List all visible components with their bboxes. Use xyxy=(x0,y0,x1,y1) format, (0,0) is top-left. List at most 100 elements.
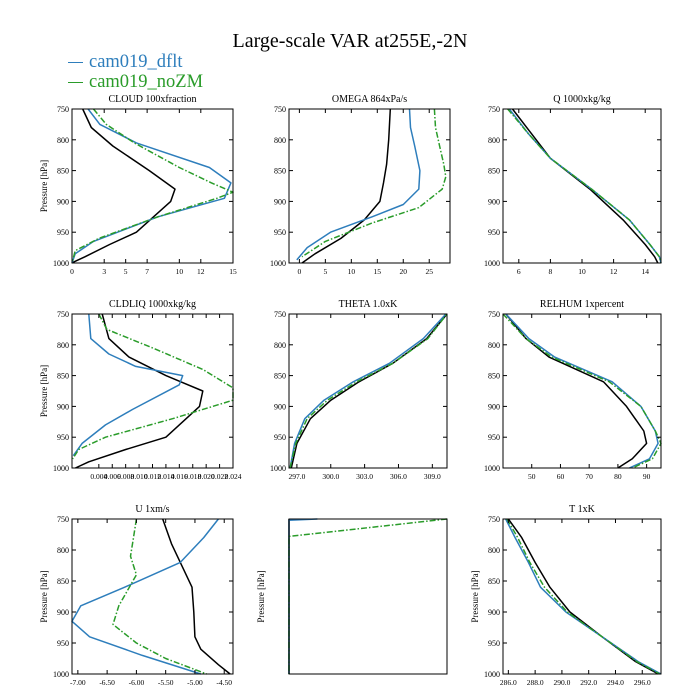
chart-7-ytick-label: 850 xyxy=(57,577,69,586)
chart-7-ytick-label: 950 xyxy=(57,639,69,648)
chart-6-title: RELHUM 1xpercent xyxy=(540,299,624,310)
chart-5-ytick-label: 750 xyxy=(274,310,286,319)
chart-4-ytick-label: 1000 xyxy=(53,464,69,473)
chart-2-xtick-label: 5 xyxy=(323,267,327,276)
chart-7-line-nozm xyxy=(112,518,207,675)
chart-9-line-nozm xyxy=(506,518,661,675)
chart-2-ytick-label: 850 xyxy=(274,167,286,176)
chart-7-xtick-label: -6.00 xyxy=(129,678,145,687)
chart-4-frame xyxy=(71,313,234,469)
chart-6-xtick-label: 90 xyxy=(643,472,651,481)
chart-2-ytick-label: 750 xyxy=(274,105,286,114)
chart-1-line-ref xyxy=(71,108,176,264)
chart-7-line-dflt xyxy=(71,518,219,675)
chart-9-ytick-label: 750 xyxy=(488,515,500,524)
chart-7-xtick-label: -7.00 xyxy=(70,678,86,687)
chart-1-ytick-label: 850 xyxy=(57,167,69,176)
chart-5-xtick-label: 303.0 xyxy=(356,472,373,481)
chart-4-xtick-label: 0.008 xyxy=(117,472,134,481)
chart-2-xtick-label: 0 xyxy=(298,267,302,276)
chart-5-line-ref xyxy=(290,313,448,469)
chart-6-xtick-label: 50 xyxy=(528,472,536,481)
chart-5-ytick-label: 1000 xyxy=(270,464,286,473)
chart-7-ytick-label: 800 xyxy=(57,546,69,555)
chart-7-xtick-label: -5.00 xyxy=(187,678,203,687)
chart-4-ytick-label: 850 xyxy=(57,372,69,381)
chart-5-xtick-label: 306.0 xyxy=(390,472,407,481)
chart-2-frame xyxy=(288,108,451,264)
chart-2-line-ref xyxy=(301,108,392,264)
chart-2-ytick-label: 800 xyxy=(274,136,286,145)
chart-6-ytick-label: 800 xyxy=(488,341,500,350)
chart-9-xtick-label: 296.0 xyxy=(634,678,651,687)
chart-5-ytick-label: 850 xyxy=(274,372,286,381)
legend-label-nozm: cam019_noZM xyxy=(89,72,204,92)
chart-4-xtick-label: 0.016 xyxy=(171,472,188,481)
legend-label-dflt: cam019_dflt xyxy=(89,52,183,72)
chart-9-line-dflt xyxy=(505,518,662,675)
chart-1-title: CLOUD 100xfraction xyxy=(108,94,196,105)
chart-6-xtick-label: 60 xyxy=(557,472,565,481)
chart-9-ylabel: Pressure [hPa] xyxy=(470,570,480,622)
chart-9-xtick-label: 294.0 xyxy=(607,678,624,687)
chart-6-xtick-label: 80 xyxy=(614,472,622,481)
chart-2-line-dflt xyxy=(296,108,421,261)
chart-4-line-nozm xyxy=(72,313,234,460)
chart-2-xtick-label: 15 xyxy=(374,267,382,276)
chart-5-title: THETA 1.0xK xyxy=(339,299,398,310)
chart-3-line-nozm xyxy=(507,108,662,264)
chart-9-xtick-label: 288.0 xyxy=(527,678,544,687)
chart-3-ytick-label: 800 xyxy=(488,136,500,145)
chart-3-ytick-label: 750 xyxy=(488,105,500,114)
chart-8-frame xyxy=(288,518,448,675)
chart-4-xtick-label: 0.012 xyxy=(144,472,161,481)
chart-6-ytick-label: 1000 xyxy=(484,464,500,473)
chart-5-ytick-label: 950 xyxy=(274,433,286,442)
chart-4-xtick-label: 0.020 xyxy=(198,472,215,481)
chart-3-xtick-label: 10 xyxy=(578,267,586,276)
chart-5-ytick-label: 800 xyxy=(274,341,286,350)
chart-4-ytick-label: 950 xyxy=(57,433,69,442)
chart-4-ylabel: Pressure [hPa] xyxy=(39,365,49,417)
chart-1-xtick-label: 10 xyxy=(176,267,184,276)
chart-7-xtick-label: -6.50 xyxy=(99,678,115,687)
chart-1-xtick-label: 15 xyxy=(229,267,237,276)
chart-4-xtick-label: 0.014 xyxy=(157,472,174,481)
chart-6-ytick-label: 750 xyxy=(488,310,500,319)
chart-6-xtick-label: 70 xyxy=(585,472,593,481)
chart-9-xtick-label: 292.0 xyxy=(580,678,597,687)
legend-item-dflt: cam019_dflt xyxy=(68,52,183,73)
chart-4-line-ref xyxy=(75,313,204,469)
chart-2-xtick-label: 10 xyxy=(348,267,356,276)
chart-9-ytick-label: 850 xyxy=(488,577,500,586)
chart-4-xtick-label: 0.022 xyxy=(211,472,228,481)
chart-4-ytick-label: 750 xyxy=(57,310,69,319)
chart-6-frame xyxy=(502,313,662,469)
chart-9-ytick-label: 900 xyxy=(488,608,500,617)
chart-9-frame xyxy=(502,518,662,675)
chart-9-line-ref xyxy=(507,518,659,675)
chart-5-xtick-label: 300.0 xyxy=(322,472,339,481)
chart-5-frame xyxy=(288,313,448,469)
chart-1-xtick-label: 5 xyxy=(124,267,128,276)
chart-4-line-dflt xyxy=(72,313,184,457)
chart-1-ytick-label: 950 xyxy=(57,228,69,237)
chart-7-xtick-label: -5.50 xyxy=(158,678,174,687)
chart-9-ytick-label: 950 xyxy=(488,639,500,648)
chart-3-ytick-label: 850 xyxy=(488,167,500,176)
chart-2-xtick-label: 25 xyxy=(425,267,433,276)
chart-3-line-ref xyxy=(511,108,659,264)
chart-1-ylabel: Pressure [hPa] xyxy=(39,160,49,212)
page-title: Large-scale VAR at255E,-2N xyxy=(232,30,468,52)
legend-swatch-nozm xyxy=(68,82,83,83)
chart-6-line-nozm xyxy=(502,313,662,469)
chart-4-xtick-label: 0.018 xyxy=(184,472,201,481)
chart-1-frame xyxy=(71,108,234,264)
chart-1-xtick-label: 0 xyxy=(70,267,74,276)
legend-item-nozm: cam019_noZM xyxy=(68,72,203,93)
chart-4-xtick-label: 0.006 xyxy=(104,472,121,481)
chart-7-ytick-label: 750 xyxy=(57,515,69,524)
chart-1-ytick-label: 900 xyxy=(57,197,69,206)
chart-3-xtick-label: 12 xyxy=(610,267,618,276)
